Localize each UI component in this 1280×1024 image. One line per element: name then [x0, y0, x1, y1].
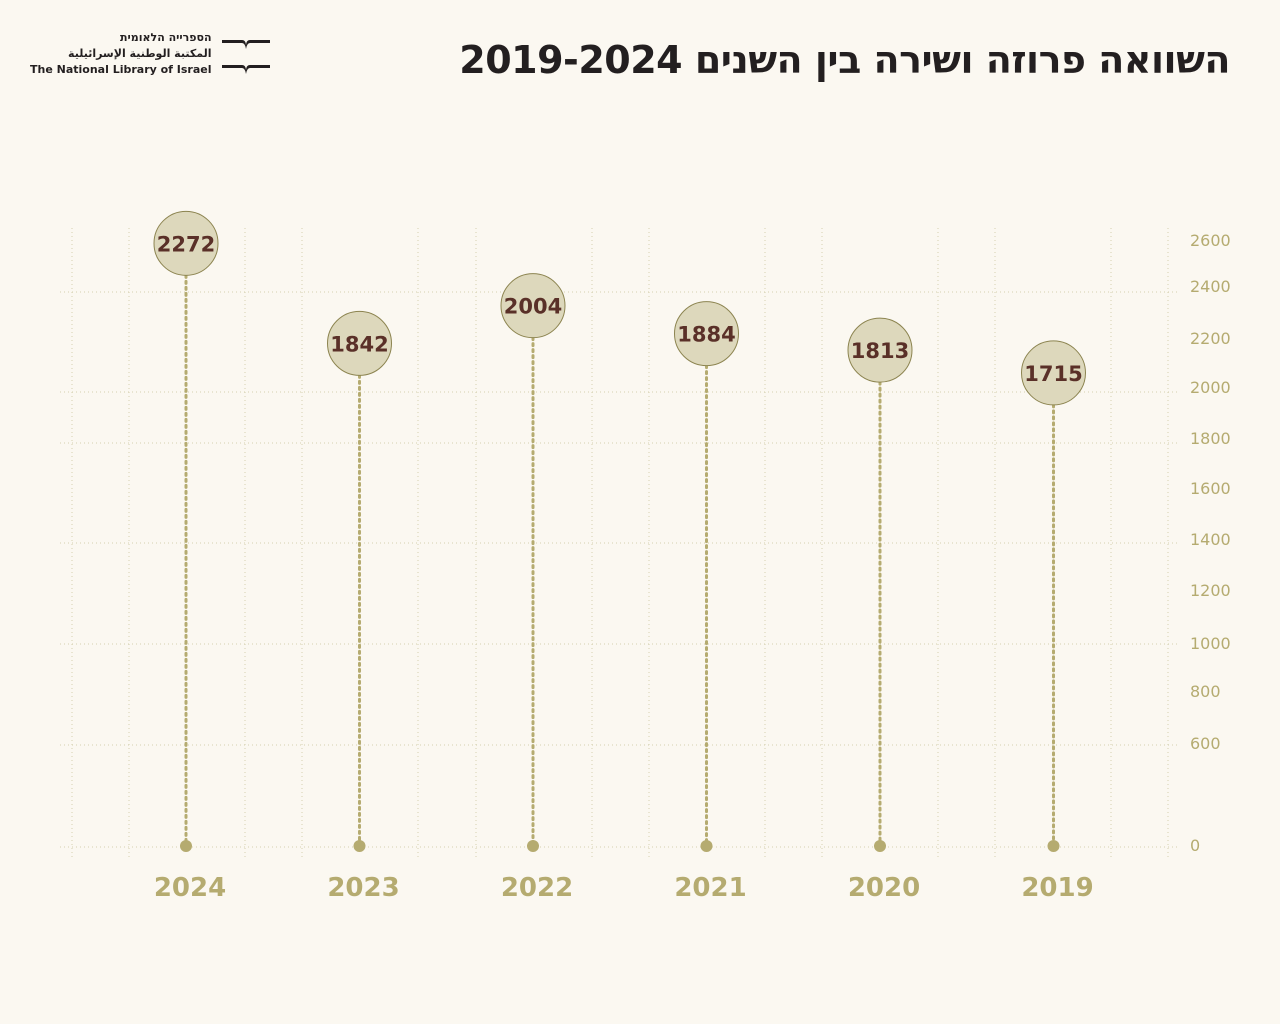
x-tick-label: 2021 — [674, 873, 746, 903]
data-bubble — [153, 210, 219, 276]
stem-base-dot — [180, 840, 192, 852]
logo-text: הספרייה הלאומית المكتبة الوطنية الإسرائي… — [30, 30, 212, 78]
data-bubble — [327, 310, 392, 376]
y-tick-label: 1000 — [1190, 634, 1231, 653]
data-bubble — [847, 317, 913, 383]
chart-title: השוואה פרוזה ושירה בין השנים 2019-2024 — [459, 38, 1230, 82]
data-bubble — [1021, 340, 1086, 406]
x-tick-label: 2023 — [327, 873, 399, 903]
y-tick-label: 2600 — [1190, 231, 1231, 250]
x-axis-labels: 2024 2023 2022 2021 2020 2019 — [154, 873, 1094, 903]
data-bubble — [674, 301, 739, 367]
x-tick-label: 2022 — [501, 873, 573, 903]
stem-base-dot — [527, 840, 539, 852]
logo-hebrew: הספרייה הלאומית — [120, 31, 212, 44]
y-tick-label: 1200 — [1190, 581, 1231, 600]
stem-base-dot — [874, 840, 886, 852]
bubbles: 2272 1842 2004 1884 1813 1715 — [153, 210, 1086, 406]
stems — [180, 273, 1060, 852]
y-tick-label: 2400 — [1190, 277, 1231, 296]
library-logo: הספרייה הלאומית المكتبة الوطنية الإسرائي… — [30, 30, 272, 78]
x-tick-label: 2020 — [848, 873, 920, 903]
x-tick-label: 2019 — [1021, 873, 1093, 903]
y-tick-label: 1800 — [1190, 429, 1231, 448]
y-tick-label: 800 — [1190, 682, 1221, 701]
stem-base-dot — [1047, 840, 1060, 852]
y-tick-label: 1400 — [1190, 530, 1231, 549]
y-tick-label: 600 — [1190, 734, 1221, 753]
grid-lines — [60, 228, 1180, 860]
y-tick-label: 2000 — [1190, 378, 1231, 397]
stem-base-dot — [700, 840, 713, 852]
y-tick-label: 0 — [1190, 836, 1200, 855]
data-label: 1813 — [851, 339, 909, 363]
logo-arabic: المكتبة الوطنية الإسرائيلية — [68, 47, 212, 60]
data-label: 1842 — [330, 332, 388, 356]
open-book-icon — [221, 40, 270, 74]
data-bubble — [500, 273, 566, 339]
data-label: 1715 — [1024, 362, 1082, 386]
x-tick-label: 2024 — [154, 873, 226, 903]
data-label: 1884 — [677, 323, 735, 347]
y-axis-ticks: 2600 2400 2200 2000 1800 1600 1400 1200 1000 800 6… — [1190, 231, 1231, 855]
y-tick-label: 1600 — [1190, 479, 1231, 498]
y-tick-label: 2200 — [1190, 329, 1231, 348]
stem-base-dot — [353, 840, 366, 852]
logo-english: The National Library of Israel — [30, 63, 212, 76]
data-label: 2272 — [157, 232, 215, 256]
data-label: 2004 — [504, 295, 562, 319]
